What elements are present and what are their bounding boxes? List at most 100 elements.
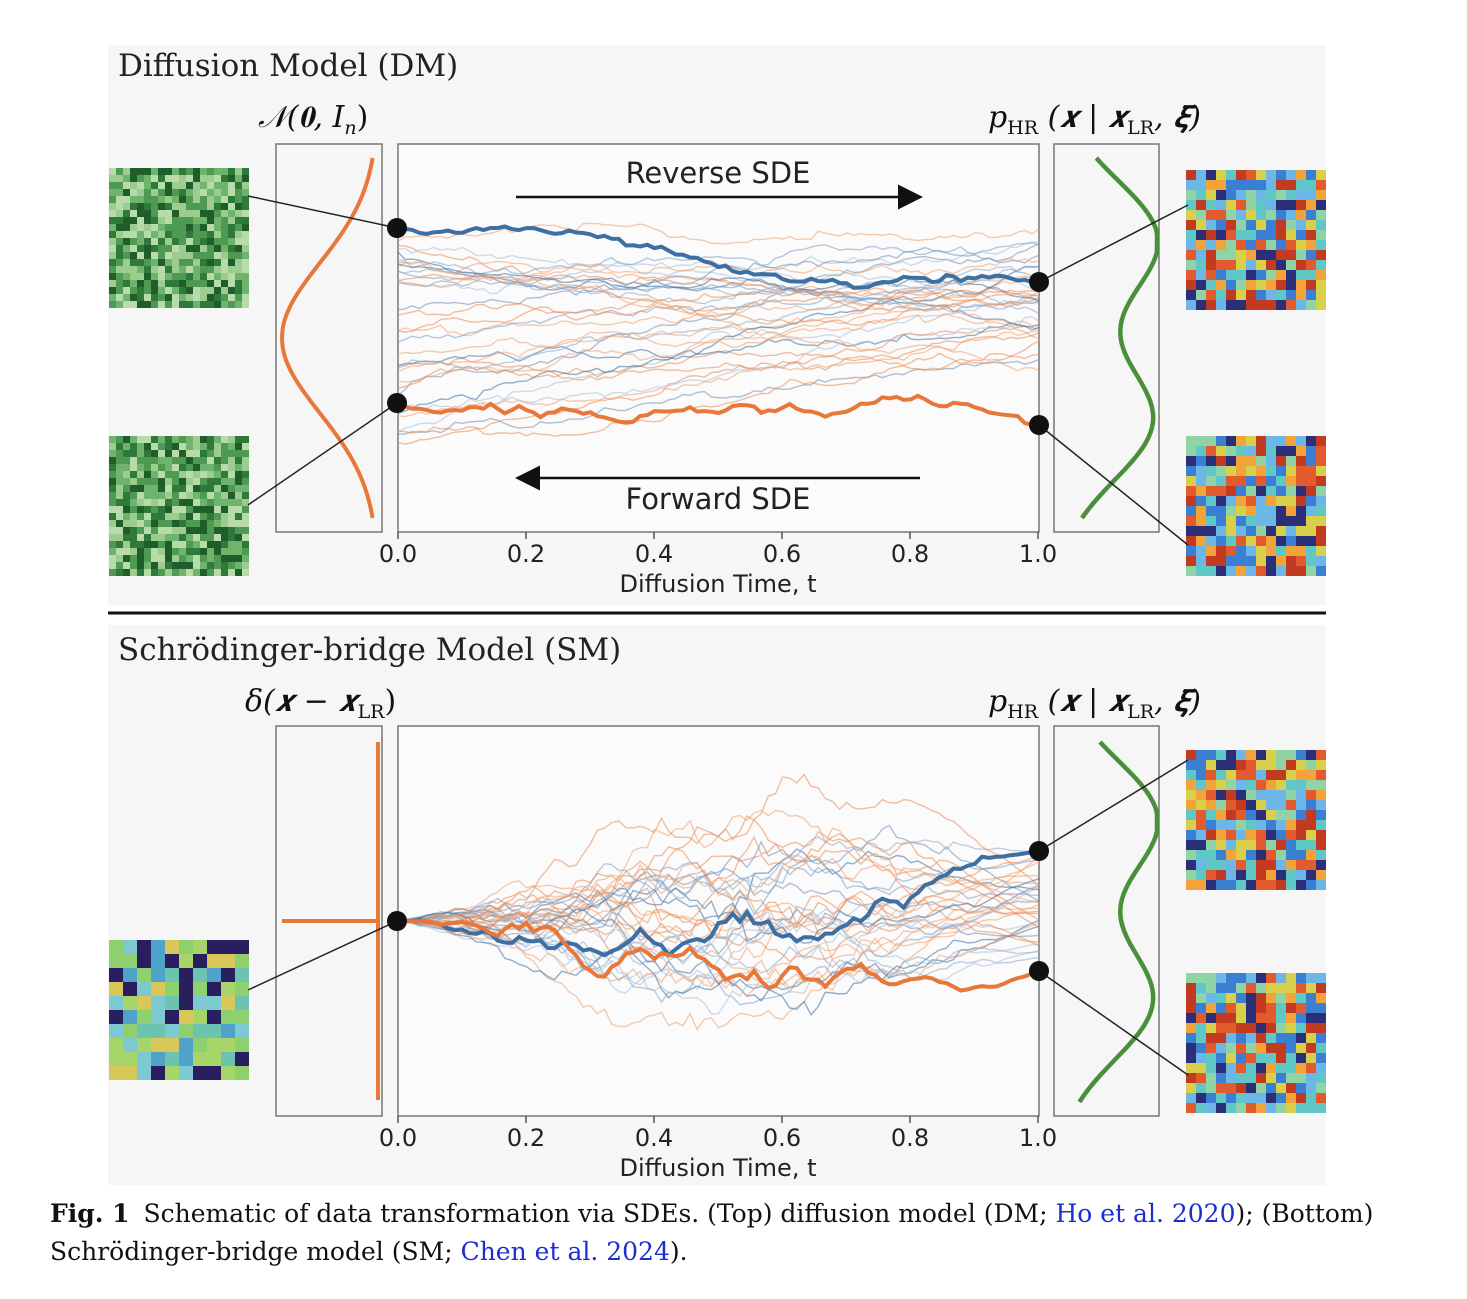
image-pixel: [158, 196, 165, 203]
image-pixel: [228, 450, 235, 457]
image-pixel: [1206, 810, 1216, 820]
image-pixel: [1256, 486, 1266, 496]
image-pixel: [1186, 270, 1196, 280]
image-pixel: [1316, 486, 1326, 496]
image-pixel: [1296, 790, 1306, 800]
image-pixel: [1236, 200, 1246, 210]
image-pixel: [130, 273, 137, 280]
image-pixel: [151, 555, 158, 562]
image-pixel: [235, 252, 242, 259]
image-pixel: [1226, 780, 1236, 790]
image-pixel: [151, 1010, 165, 1024]
image-pixel: [1286, 476, 1296, 486]
image-pixel: [193, 175, 200, 182]
image-pixel: [1256, 760, 1266, 770]
image-pixel: [200, 175, 207, 182]
image-pixel: [1216, 180, 1226, 190]
image-pixel: [242, 280, 249, 287]
image-pixel: [165, 175, 172, 182]
image-pixel: [165, 492, 172, 499]
image-pixel: [242, 541, 249, 548]
image-pixel: [1196, 860, 1206, 870]
image-pixel: [1276, 1003, 1286, 1013]
image-pixel: [1276, 300, 1286, 310]
trajectory-line: [397, 911, 1040, 991]
image-pixel: [1196, 210, 1206, 220]
image-pixel: [1296, 280, 1306, 290]
image-pixel: [1306, 780, 1316, 790]
image-pixel: [242, 562, 249, 569]
image-pixel: [179, 189, 186, 196]
image-pixel: [172, 168, 179, 175]
image-pixel: [1236, 456, 1246, 466]
image-pixel: [221, 196, 228, 203]
citation-link-chen[interactable]: Chen et al. 2024: [460, 1237, 670, 1266]
image-pixel: [109, 259, 116, 266]
image-pixel: [1206, 750, 1216, 760]
image-pixel: [137, 168, 144, 175]
image-pixel: [221, 217, 228, 224]
image-pixel: [193, 182, 200, 189]
image-pixel: [1196, 1103, 1206, 1113]
image-pixel: [207, 464, 214, 471]
image-pixel: [1266, 486, 1276, 496]
image-pixel: [179, 562, 186, 569]
image-pixel: [1316, 800, 1326, 810]
trajectory-line: [397, 858, 1040, 922]
image-pixel: [116, 443, 123, 450]
image-pixel: [1216, 456, 1226, 466]
image-pixel: [151, 301, 158, 308]
image-pixel: [109, 280, 116, 287]
image-pixel: [1286, 800, 1296, 810]
citation-link-ho[interactable]: Ho et al. 2020: [1055, 1199, 1236, 1228]
image-pixel: [1256, 820, 1266, 830]
image-pixel: [109, 457, 116, 464]
image-pixel: [1276, 1083, 1286, 1093]
image-pixel: [186, 450, 193, 457]
image-pixel: [109, 301, 116, 308]
image-pixel: [137, 189, 144, 196]
image-pixel: [116, 196, 123, 203]
image-pixel: [207, 1066, 221, 1080]
image-pixel: [1236, 780, 1246, 790]
image-pixel: [1246, 850, 1256, 860]
image-pixel: [1296, 1073, 1306, 1083]
image-pixel: [235, 287, 242, 294]
image-pixel: [1256, 536, 1266, 546]
image-pixel: [1256, 436, 1266, 446]
image-pixel: [193, 485, 200, 492]
image-pixel: [151, 478, 158, 485]
image-pixel: [151, 464, 158, 471]
image-pixel: [1306, 536, 1316, 546]
image-pixel: [1266, 770, 1276, 780]
image-pixel: [130, 175, 137, 182]
image-pixel: [1246, 840, 1256, 850]
image-pixel: [1296, 220, 1306, 230]
image-pixel: [1236, 820, 1246, 830]
image-pixel: [1276, 260, 1286, 270]
image-pixel: [1196, 496, 1206, 506]
image-pixel: [123, 534, 130, 541]
image-pixel: [179, 196, 186, 203]
image-pixel: [1256, 770, 1266, 780]
image-pixel: [235, 499, 242, 506]
image-pixel: [1216, 240, 1226, 250]
image-pixel: [200, 548, 207, 555]
image-pixel: [1256, 790, 1266, 800]
image-pixel: [130, 569, 137, 576]
image-pixel: [200, 252, 207, 259]
image-pixel: [151, 1052, 165, 1066]
image-pixel: [123, 1024, 137, 1038]
image-pixel: [1226, 516, 1236, 526]
image-pixel: [221, 266, 228, 273]
image-pixel: [165, 996, 179, 1010]
image-pixel: [1316, 556, 1326, 566]
image-pixel: [1286, 250, 1296, 260]
image-pixel: [137, 457, 144, 464]
image-pixel: [1216, 1093, 1226, 1103]
image-pixel: [158, 569, 165, 576]
image-pixel: [179, 1038, 193, 1052]
image-pixel: [1276, 860, 1286, 870]
image-pixel: [158, 217, 165, 224]
